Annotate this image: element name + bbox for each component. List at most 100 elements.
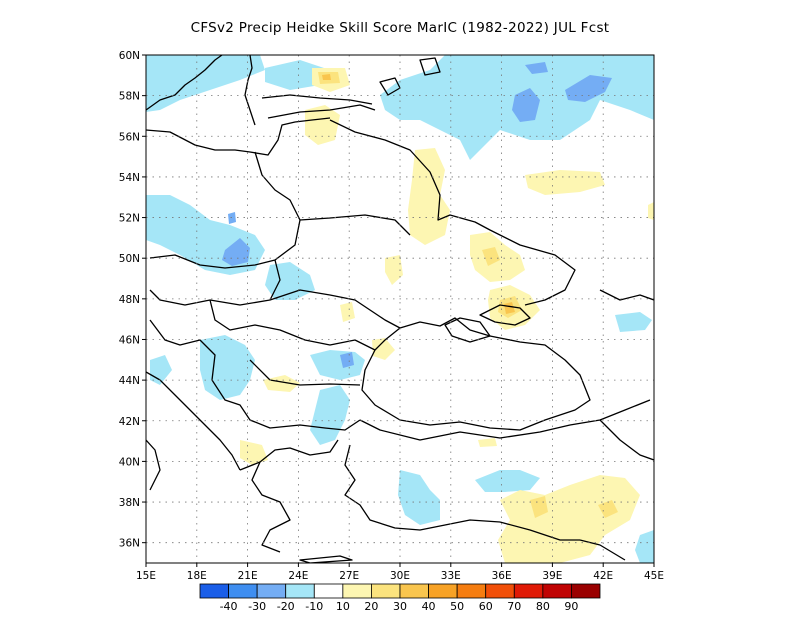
colorbar-swatch bbox=[371, 583, 401, 599]
colorbar-swatch bbox=[313, 583, 344, 599]
country-border bbox=[269, 289, 401, 329]
y-tick-label: 38N bbox=[119, 497, 140, 509]
negative-skill-region bbox=[398, 470, 440, 525]
positive-skill-region bbox=[385, 255, 403, 285]
x-tick-label: 27E bbox=[339, 570, 359, 582]
y-tick-label: 44N bbox=[119, 375, 140, 387]
country-border bbox=[599, 419, 654, 461]
x-tick-label: 42E bbox=[593, 570, 613, 582]
negative-skill-region bbox=[475, 470, 540, 492]
x-tick-label: 18E bbox=[187, 570, 207, 582]
colorbar: -40 -30 -20 -10 10 20 30 40 50 60 70 80 90 bbox=[199, 583, 601, 613]
negative-skill-region bbox=[146, 195, 265, 275]
chart-title: CFSv2 Precip Heidke Skill Score MarIC (1… bbox=[190, 20, 610, 36]
positive-skill-region bbox=[340, 302, 355, 322]
x-tick-label: 33E bbox=[441, 570, 461, 582]
y-tick-label: 40N bbox=[119, 456, 140, 468]
colorbar-label: 10 bbox=[336, 600, 350, 613]
colorbar-label: 20 bbox=[364, 600, 378, 613]
positive-skill-region bbox=[263, 375, 300, 392]
negative-skill-core bbox=[512, 88, 540, 122]
x-tick-label: 15E bbox=[136, 570, 156, 582]
y-tick-label: 42N bbox=[119, 416, 140, 428]
colorbar-swatch bbox=[228, 583, 258, 599]
y-tick-label: 52N bbox=[119, 213, 140, 225]
negative-skill-region bbox=[310, 350, 365, 380]
colorbar-swatch bbox=[513, 583, 544, 599]
positive-skill-region bbox=[372, 338, 395, 360]
country-border bbox=[149, 151, 301, 269]
negative-skill-region bbox=[310, 385, 350, 445]
negative-skill-core bbox=[222, 238, 250, 266]
crimea-peninsula bbox=[444, 317, 491, 343]
anatolia-west-coast bbox=[344, 444, 501, 531]
y-tick-label: 50N bbox=[119, 253, 140, 265]
positive-skill-core bbox=[482, 247, 500, 266]
negative-skill-core bbox=[565, 75, 612, 102]
x-tick-label: 36E bbox=[492, 570, 512, 582]
negative-skill-region bbox=[635, 530, 654, 563]
positive-skill-region bbox=[525, 170, 605, 195]
colorbar-label: -40 bbox=[220, 600, 238, 613]
country-border bbox=[149, 319, 361, 431]
positive-skill-region bbox=[648, 202, 654, 220]
y-tick-label: 56N bbox=[119, 131, 140, 143]
x-tick-label: 24E bbox=[288, 570, 308, 582]
positive-skill-region bbox=[408, 148, 450, 245]
anatolia-north-coast bbox=[359, 399, 651, 441]
colorbar-swatch bbox=[542, 583, 572, 599]
colorbar-label: 70 bbox=[507, 600, 521, 613]
aegean-coastline bbox=[251, 439, 339, 553]
colorbar-swatch bbox=[199, 583, 229, 599]
black-sea-coastline bbox=[361, 317, 591, 431]
y-tick-label: 48N bbox=[119, 294, 140, 306]
negative-skill-core bbox=[340, 352, 354, 368]
negative-skill-region bbox=[200, 335, 255, 400]
latitude-axis: 36N 38N 40N 42N 44N 46N 48N 50N 52N 54N 56N 58N 60N bbox=[119, 50, 146, 550]
country-border bbox=[249, 359, 361, 386]
colorbar-label: 50 bbox=[450, 600, 464, 613]
colorbar-label: 80 bbox=[536, 600, 550, 613]
colorbar-swatch bbox=[342, 583, 372, 599]
colorbar-label: -30 bbox=[248, 600, 266, 613]
finland-coast bbox=[261, 94, 373, 105]
country-border bbox=[599, 289, 654, 301]
colorbar-swatch bbox=[571, 583, 601, 599]
colorbar-label: 30 bbox=[393, 600, 407, 613]
country-border bbox=[239, 461, 261, 471]
colorbar-label: -10 bbox=[305, 600, 323, 613]
colorbar-swatch bbox=[285, 583, 315, 599]
y-tick-label: 58N bbox=[119, 91, 140, 103]
negative-skill-region bbox=[146, 55, 265, 112]
colorbar-label: 40 bbox=[422, 600, 436, 613]
high-skill-spot bbox=[504, 302, 515, 314]
adriatic-coastline bbox=[146, 371, 241, 471]
country-border bbox=[209, 299, 376, 351]
colorbar-label: -20 bbox=[277, 600, 295, 613]
lake-onega bbox=[419, 57, 441, 76]
skill-shading-layer bbox=[146, 55, 654, 563]
italy-coast bbox=[146, 439, 161, 491]
high-skill-spot bbox=[322, 74, 331, 80]
country-border bbox=[299, 214, 411, 236]
positive-skill-region bbox=[498, 475, 640, 563]
x-tick-label: 21E bbox=[238, 570, 258, 582]
positive-skill-region bbox=[240, 440, 268, 465]
colorbar-swatch bbox=[456, 583, 487, 599]
y-tick-label: 46N bbox=[119, 334, 140, 346]
country-border bbox=[499, 521, 580, 541]
crete-island bbox=[299, 555, 353, 563]
colorbar-swatch bbox=[256, 583, 287, 599]
colorbar-swatch bbox=[428, 583, 458, 599]
negative-skill-core bbox=[525, 62, 548, 74]
colorbar-swatch bbox=[485, 583, 515, 599]
x-tick-label: 45E bbox=[644, 570, 664, 582]
positive-skill-region bbox=[305, 105, 340, 145]
y-tick-label: 60N bbox=[119, 50, 140, 62]
scandinavia-coastline bbox=[146, 55, 223, 111]
y-tick-label: 36N bbox=[119, 538, 140, 550]
bothnia-coastline bbox=[244, 55, 256, 126]
baltic-coastline bbox=[146, 117, 331, 156]
colorbar-swatch bbox=[399, 583, 429, 599]
